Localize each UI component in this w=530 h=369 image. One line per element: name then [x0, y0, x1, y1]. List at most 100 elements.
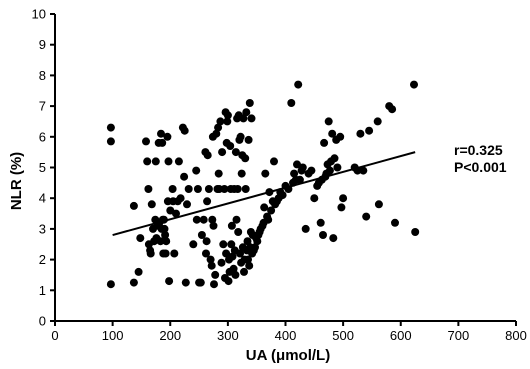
data-point	[189, 240, 198, 249]
data-point	[184, 185, 193, 193]
data-point	[209, 221, 218, 230]
data-point	[106, 280, 115, 289]
data-point	[232, 215, 241, 224]
data-point	[328, 129, 337, 138]
data-point	[203, 151, 212, 160]
data-point	[203, 197, 212, 206]
data-point	[134, 267, 143, 276]
data-point	[359, 166, 368, 175]
y-tick-label: 1	[39, 283, 46, 298]
data-point	[316, 218, 325, 227]
data-point	[136, 234, 145, 243]
data-point	[172, 209, 180, 218]
data-point	[411, 228, 420, 236]
data-point	[244, 135, 253, 144]
data-point	[129, 201, 138, 210]
data-point	[192, 215, 201, 224]
data-point	[339, 194, 348, 203]
x-tick-label: 300	[217, 328, 239, 343]
data-point	[223, 117, 232, 126]
data-point	[267, 206, 276, 215]
data-point	[196, 278, 205, 287]
data-point	[243, 237, 252, 246]
data-point	[212, 129, 221, 138]
y-tick-label: 4	[39, 191, 46, 206]
data-point	[168, 185, 177, 193]
data-point	[287, 99, 296, 107]
data-point	[337, 203, 346, 212]
data-point	[222, 249, 231, 258]
data-point	[180, 126, 189, 135]
data-point	[202, 237, 211, 246]
y-tick-label: 2	[39, 252, 46, 267]
data-point	[227, 221, 236, 230]
data-point	[163, 132, 172, 141]
data-point	[236, 132, 245, 141]
data-point	[294, 80, 303, 89]
data-point	[220, 185, 229, 193]
data-point	[147, 200, 156, 209]
data-point	[224, 277, 233, 286]
data-point	[211, 270, 220, 279]
data-point	[261, 169, 270, 178]
data-point	[319, 231, 327, 239]
y-axis-title: NLR (%)	[8, 152, 25, 210]
p-value-annotation: P<0.001	[454, 159, 507, 175]
data-point	[158, 138, 167, 147]
data-point	[247, 114, 256, 123]
data-point	[365, 126, 374, 135]
data-point	[206, 255, 215, 264]
correlation-annotation: r=0.325	[454, 142, 503, 158]
data-point	[193, 185, 202, 193]
data-point	[223, 111, 232, 120]
data-point	[301, 224, 310, 233]
x-tick-label: 400	[275, 328, 297, 343]
data-point	[180, 172, 189, 181]
data-point	[410, 80, 418, 89]
y-tick-label: 6	[39, 129, 46, 144]
data-point	[356, 129, 365, 138]
data-point	[251, 243, 259, 252]
data-point	[162, 237, 171, 246]
data-point	[208, 215, 217, 224]
data-point	[388, 105, 397, 114]
data-point	[231, 148, 240, 157]
data-point	[181, 278, 190, 287]
data-point	[192, 166, 201, 175]
data-point	[391, 218, 399, 227]
data-point	[233, 185, 242, 193]
data-point	[245, 261, 254, 270]
data-point	[216, 117, 225, 126]
data-point	[330, 154, 339, 163]
x-axis: 0 100 200 300 400 500 600 700 800	[51, 320, 527, 343]
x-tick-label: 0	[51, 328, 58, 343]
data-point	[106, 123, 115, 132]
data-point	[210, 280, 218, 289]
data-point	[374, 200, 383, 209]
x-tick-label: 700	[448, 328, 470, 343]
data-point	[164, 157, 173, 166]
data-point	[324, 117, 333, 126]
data-point	[231, 270, 240, 279]
y-tick-label: 5	[39, 160, 46, 175]
y-tick-label: 3	[39, 221, 46, 236]
data-point	[228, 252, 237, 261]
data-points	[106, 80, 420, 289]
data-point	[176, 194, 185, 203]
data-point	[214, 169, 223, 178]
data-point	[161, 231, 170, 239]
data-point	[241, 185, 250, 193]
data-point	[253, 237, 262, 246]
data-point	[264, 215, 273, 224]
x-tick-label: 500	[332, 328, 354, 343]
data-point	[244, 255, 252, 264]
regression-line	[112, 151, 416, 237]
data-point	[174, 157, 183, 166]
data-point	[245, 99, 254, 107]
data-point	[290, 169, 299, 178]
x-axis-title: UA (μmol/L)	[246, 347, 330, 364]
data-point	[142, 137, 150, 146]
regression-line-group	[112, 151, 416, 237]
data-point	[146, 249, 155, 258]
x-tick-label: 100	[102, 328, 124, 343]
